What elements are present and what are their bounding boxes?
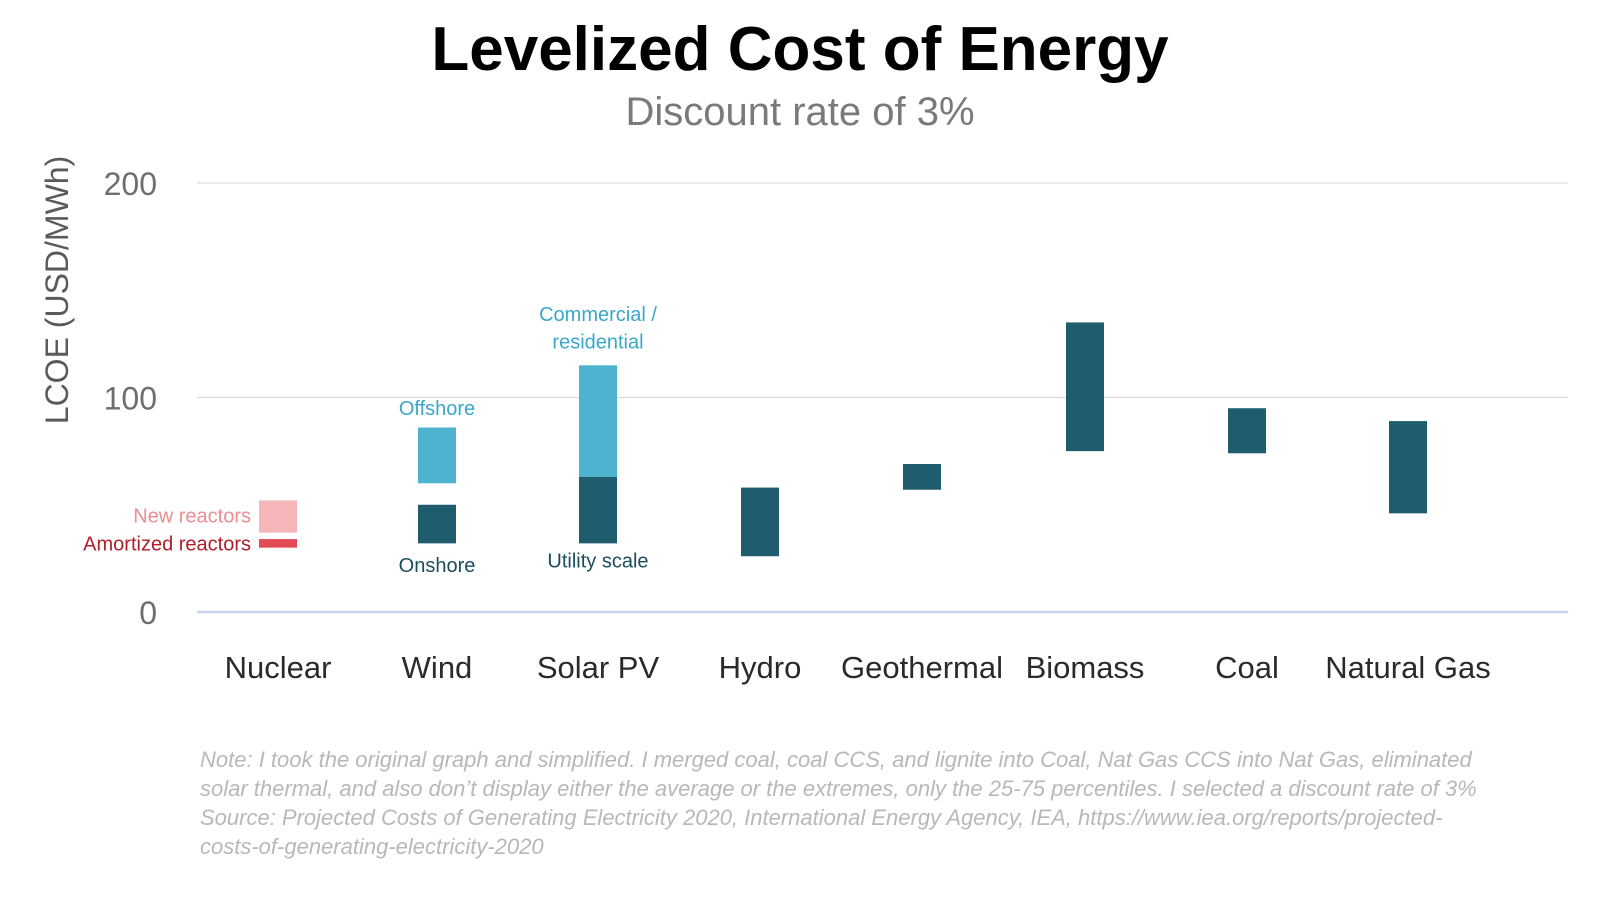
chart-title: Levelized Cost of Energy (431, 15, 1169, 84)
annotation-amortized-reactors: Amortized reactors (83, 533, 251, 555)
bar-natural-gas (1389, 421, 1427, 514)
bar-solar-pv-utility-scale (579, 476, 617, 544)
annotation-onshore: Onshore (399, 555, 476, 577)
grid-lines (197, 182, 1568, 614)
bar-wind-offshore (418, 427, 456, 484)
x-tick-label: Wind (402, 650, 473, 685)
bar-biomass (1066, 322, 1104, 452)
bar-hydro (741, 487, 779, 557)
y-tick-label: 100 (104, 381, 157, 417)
y-tick-label: 0 (139, 595, 157, 631)
bar-nuclear-new-reactors (259, 500, 297, 533)
chart-note: Note: I took the original graph and simp… (200, 747, 1477, 859)
annotation-residential: residential (552, 332, 643, 354)
chart-subtitle: Discount rate of 3% (625, 90, 974, 134)
bar-solar-pv-commercial-residential (579, 365, 617, 477)
bar-nuclear-amortized-reactors (259, 539, 297, 548)
bar-geothermal (903, 463, 941, 490)
note-line-2: solar thermal, and also don’t display ei… (200, 776, 1477, 801)
y-tick-labels: 0 100 200 (104, 166, 157, 631)
note-line-3: Source: Projected Costs of Generating El… (200, 805, 1442, 830)
x-tick-labels: Nuclear Wind Solar PV Hydro Geothermal Biomas… (225, 650, 1491, 685)
bar-wind-onshore (418, 504, 456, 544)
annotation-commercial: Commercial / (539, 304, 657, 326)
x-tick-label: Hydro (719, 650, 802, 685)
x-tick-label: Solar PV (537, 650, 660, 685)
annotation-new-reactors: New reactors (133, 505, 251, 527)
bar-coal (1228, 408, 1266, 454)
bar-annotations: New reactors Amortized reactors Offshore On… (83, 304, 657, 577)
y-axis-label: LCOE (USD/MWh) (39, 156, 75, 424)
note-line-1: Note: I took the original graph and simp… (200, 747, 1473, 772)
x-tick-label: Biomass (1026, 650, 1145, 685)
range-bars (259, 322, 1427, 557)
x-tick-label: Natural Gas (1325, 650, 1490, 685)
x-tick-label: Geothermal (841, 650, 1003, 685)
y-tick-label: 200 (104, 166, 157, 202)
note-line-4: costs-of-generating-electricity-2020 (200, 834, 544, 859)
x-tick-label: Nuclear (225, 650, 332, 685)
annotation-utility-scale: Utility scale (547, 551, 648, 573)
annotation-offshore: Offshore (399, 398, 475, 420)
x-tick-label: Coal (1215, 650, 1279, 685)
